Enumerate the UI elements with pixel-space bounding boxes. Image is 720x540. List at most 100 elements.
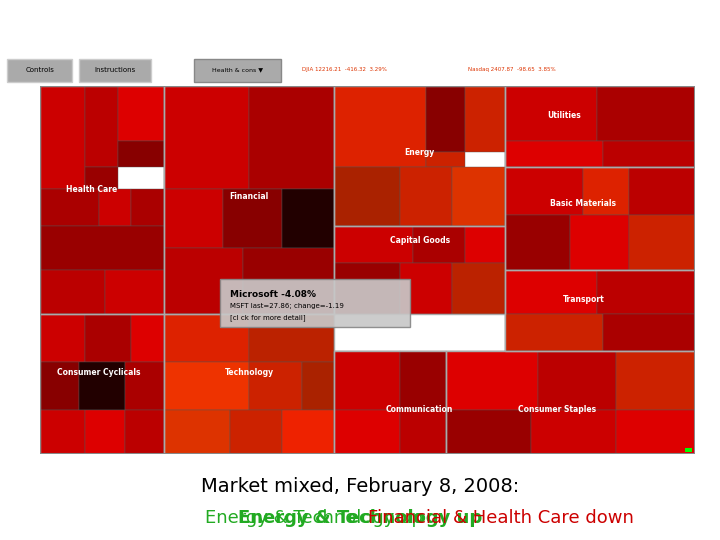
Text: Energy: Energy [405,148,435,157]
Bar [125,409,164,454]
Text: Financial & Health Care down: Financial & Health Care down [368,509,634,528]
Bar [505,270,695,351]
Bar [131,189,164,226]
Bar [400,262,452,314]
Bar [223,189,282,248]
Bar [40,314,164,454]
Bar [40,86,164,314]
Bar [118,86,164,141]
Bar [86,86,118,167]
Bar [685,448,691,452]
Text: Consumer Staples: Consumer Staples [518,405,596,414]
Bar [249,362,302,409]
Bar [40,189,99,226]
Bar [597,270,695,314]
Bar [40,226,164,270]
Bar [164,189,223,248]
Bar [426,86,465,152]
Bar [505,270,596,314]
Text: Transport: Transport [562,295,604,304]
Bar [335,86,426,167]
Bar [466,86,505,152]
Text: Instructions: Instructions [94,66,136,72]
Bar [446,409,531,454]
Bar [603,141,695,167]
FancyBboxPatch shape [7,59,72,82]
Bar [164,248,243,314]
Bar [400,409,446,454]
Text: [cl ck for more detail]: [cl ck for more detail] [230,314,305,321]
Bar [452,167,505,226]
Bar [335,226,413,262]
Bar [335,86,505,226]
Bar [400,167,452,226]
Bar [446,351,538,409]
Bar [505,86,596,141]
Bar [40,409,86,454]
Bar [505,314,603,351]
Bar [505,167,583,215]
Bar [335,226,505,314]
Text: Capital Goods: Capital Goods [390,236,450,245]
FancyBboxPatch shape [79,59,151,82]
Bar [531,409,616,454]
Bar [616,409,695,454]
Bar [79,362,125,409]
Bar [413,226,466,262]
Bar [282,409,334,454]
Bar [164,409,230,454]
Bar [335,262,400,314]
Text: Technology: Technology [225,368,274,377]
Text: 4:22 on Feb. 27: 4:22 on Feb. 27 [626,67,670,72]
Bar [335,167,400,226]
Bar [282,189,334,248]
Bar [426,152,465,167]
Bar [40,86,86,189]
Bar [505,167,695,270]
Bar [40,314,86,362]
Bar [629,167,695,215]
Bar [164,314,249,362]
Bar [335,351,446,454]
Text: Health & cons ▼: Health & cons ▼ [212,67,263,72]
Bar [40,270,105,314]
Bar [505,215,570,270]
Text: Communication: Communication [386,405,454,414]
Bar [105,270,164,314]
Bar [570,215,629,270]
Text: Financial: Financial [230,192,269,201]
Bar [452,262,505,314]
Bar [335,409,400,454]
Bar [230,409,282,454]
Bar [466,226,505,262]
Bar [335,351,400,409]
Bar [164,314,335,454]
Bar [629,215,695,270]
Text: Microsoft -4.08%: Microsoft -4.08% [230,290,315,299]
Text: Market mixed, February 8, 2008:: Market mixed, February 8, 2008: [201,476,519,496]
Bar [538,351,616,409]
Bar [86,409,125,454]
Bar [99,189,131,226]
Text: Energy & Technology up: Energy & Technology up [205,509,423,528]
Bar [125,362,164,409]
Bar [243,248,335,314]
Text: MSFT last=27.86; change=-1.19: MSFT last=27.86; change=-1.19 [230,303,343,309]
Text: Basic Materials: Basic Materials [550,199,616,208]
Bar [597,86,695,141]
Bar [40,362,79,409]
Bar [446,351,695,454]
Bar [118,141,164,167]
Bar [86,314,131,362]
Bar [616,351,695,409]
Text: Controls: Controls [25,66,54,72]
Bar [86,167,118,189]
Text: Energy & Technology up: Energy & Technology up [238,509,482,528]
Bar [400,351,446,409]
Bar [603,314,695,351]
Text: Utilities: Utilities [547,111,580,120]
Bar [583,167,629,215]
Bar [302,362,335,409]
Bar [249,314,334,362]
Text: Nasdaq 2407.87  -98.65  3.85%: Nasdaq 2407.87 -98.65 3.85% [468,67,556,72]
